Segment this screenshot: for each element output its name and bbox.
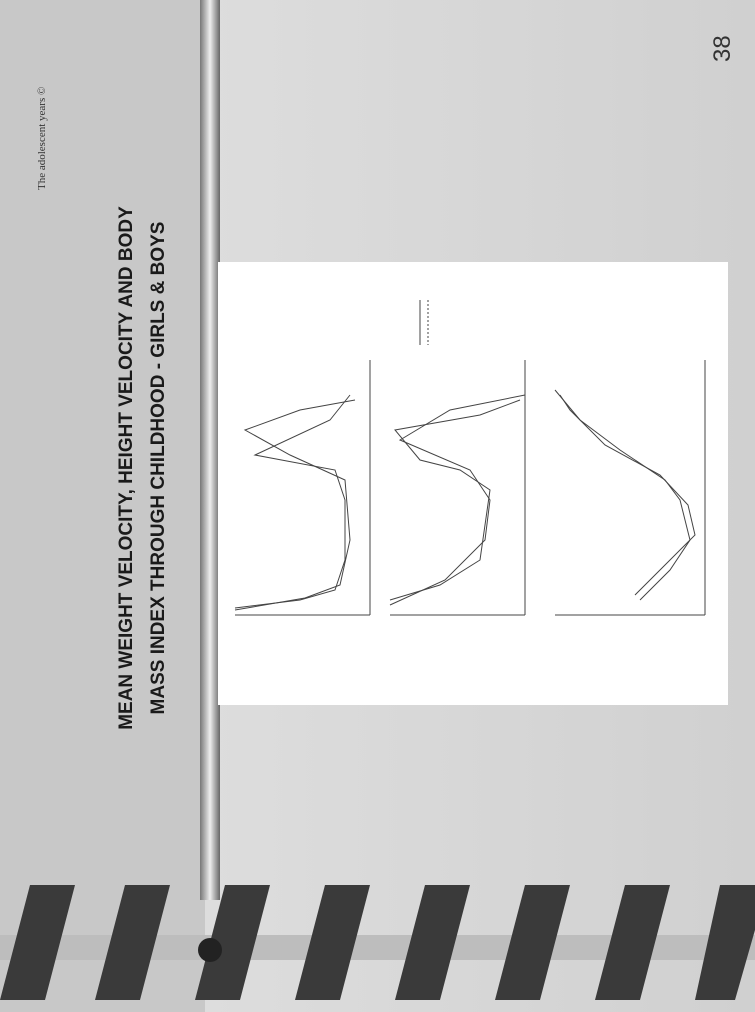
- ribbon-stripe: [695, 885, 755, 1000]
- curve: [559, 394, 696, 596]
- curve: [389, 399, 521, 601]
- curve: [554, 389, 691, 601]
- ribbon-stripe: [95, 885, 170, 1000]
- ribbon: [0, 885, 755, 1000]
- title-line: MASS INDEX THROUGH CHILDHOOD - GIRLS & B…: [148, 222, 169, 715]
- figure: [218, 262, 728, 705]
- ribbon-stripe: [395, 885, 470, 1000]
- side-band: [0, 0, 205, 1012]
- figure-frame: [218, 262, 728, 705]
- curve: [234, 394, 351, 609]
- pipe: [200, 0, 220, 900]
- ribbon-stripe: [595, 885, 670, 1000]
- ribbon-stripe: [0, 885, 75, 1000]
- header: The adolescent years ©: [36, 87, 48, 190]
- ribbon-stripe: [195, 885, 270, 1000]
- title-line: MEAN WEIGHT VELOCITY, HEIGHT VELOCITY AN…: [116, 206, 137, 730]
- pipe-end: [198, 938, 222, 962]
- curve: [389, 394, 526, 606]
- ribbon-stripe: [495, 885, 570, 1000]
- ribbon-stripe: [295, 885, 370, 1000]
- page-number: 38: [709, 35, 736, 62]
- curve: [234, 399, 356, 611]
